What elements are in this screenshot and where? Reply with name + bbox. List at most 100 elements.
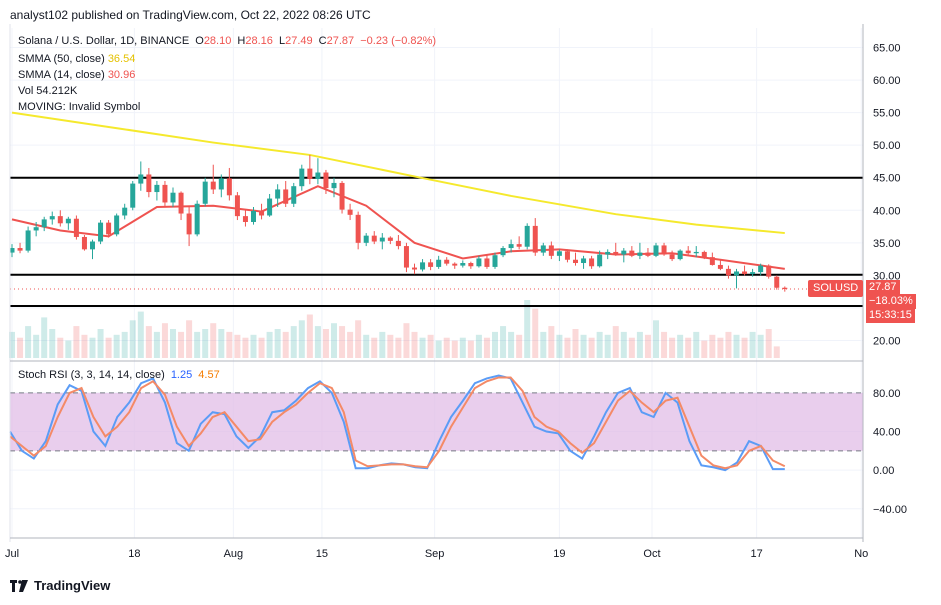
volume-bar	[202, 329, 209, 358]
candle-body	[573, 259, 578, 264]
candle	[484, 254, 490, 269]
volume-bar	[588, 337, 595, 358]
candle-body	[395, 240, 401, 247]
x-tick-label: 18	[128, 548, 140, 560]
candle	[146, 167, 152, 198]
candle-body	[371, 235, 377, 242]
candle-body	[242, 216, 248, 222]
volume-bar	[467, 340, 474, 358]
volume-bar	[741, 337, 748, 358]
candle	[613, 242, 619, 256]
ohlc-o-value: 28.10	[203, 35, 232, 47]
candle-body	[331, 182, 337, 189]
candle	[637, 242, 643, 260]
candle	[283, 180, 289, 208]
candle	[766, 264, 772, 279]
volume-bar	[749, 331, 756, 358]
candle-body	[226, 178, 232, 196]
candle	[709, 252, 715, 266]
candlesticks	[9, 154, 788, 292]
volume-bar	[427, 334, 434, 358]
stoch-lines	[9, 374, 786, 472]
footer-brand[interactable]: TradingView	[10, 578, 110, 593]
volume-label: Vol	[18, 85, 34, 97]
y-tick-label: 35.00	[873, 238, 901, 250]
candle	[725, 265, 731, 279]
candle	[758, 263, 764, 276]
candle-body	[275, 189, 281, 199]
volume-bar	[226, 331, 233, 358]
volume-bar	[355, 320, 362, 358]
volume-bar	[717, 337, 724, 358]
candle-body	[65, 218, 71, 224]
candle-body	[73, 218, 79, 237]
candle	[444, 257, 450, 266]
candle-body	[291, 186, 297, 204]
smma50-value: 36.54	[107, 53, 136, 65]
y-tick-label: 55.00	[873, 108, 901, 120]
candle-body	[629, 250, 635, 256]
volume-bar	[419, 337, 426, 358]
candle-body	[484, 258, 490, 267]
volume-bar	[33, 334, 40, 358]
candle	[564, 249, 570, 263]
volume-bar	[306, 314, 313, 358]
volume-bar	[186, 320, 193, 358]
volume-bar	[49, 329, 56, 358]
candle	[57, 210, 63, 227]
candle-body	[516, 244, 522, 247]
candle-body	[347, 209, 353, 215]
candle-body	[444, 259, 450, 264]
candle	[677, 249, 683, 261]
smma50-line	[11, 111, 785, 235]
candle-body	[613, 251, 619, 255]
candle	[291, 182, 297, 208]
candle-body	[299, 168, 305, 187]
candle	[460, 260, 466, 268]
countdown-tag: 15:33:15	[866, 308, 915, 323]
candle	[210, 164, 216, 194]
candle-body	[259, 210, 265, 216]
candle	[315, 158, 321, 185]
candle-body	[218, 178, 224, 190]
candle	[685, 246, 691, 256]
volume-bar	[725, 331, 732, 358]
candle-body	[363, 235, 369, 243]
x-tick-label: Aug	[224, 548, 244, 560]
candle-body	[355, 214, 361, 243]
candle	[621, 248, 627, 263]
candle	[41, 216, 47, 232]
candle	[452, 262, 458, 269]
candle	[299, 164, 305, 191]
candle	[436, 255, 442, 269]
candle	[122, 203, 128, 220]
candle	[500, 246, 506, 258]
stoch-tick-label: −40.00	[873, 504, 907, 516]
candle-body	[194, 203, 200, 235]
candle-body	[41, 219, 47, 228]
candle-body	[379, 237, 385, 242]
ohlc-h-value: 28.16	[245, 35, 273, 47]
volume-bar	[121, 331, 128, 358]
moving-label: MOVING: Invalid Symbol	[18, 101, 141, 113]
candle-body	[49, 216, 55, 220]
candle	[782, 286, 788, 292]
candle-body	[774, 276, 780, 288]
volume-bar	[564, 337, 571, 358]
candle-body	[669, 254, 675, 260]
candle-body	[122, 207, 128, 216]
volume-bar	[347, 331, 354, 358]
candle-body	[420, 262, 426, 270]
volume-bar	[314, 326, 321, 358]
volume-bar	[258, 337, 265, 358]
candle-body	[251, 210, 256, 222]
candle	[717, 259, 723, 271]
last-price-tag: 27.87	[866, 280, 900, 295]
ohlc-l-value: 27.49	[285, 35, 313, 47]
candle	[130, 180, 136, 211]
smma14-legend: SMMA (14, close) 30.96	[18, 67, 138, 83]
candle	[186, 207, 192, 247]
volume-bar	[298, 320, 305, 358]
volume-bar	[451, 340, 458, 358]
